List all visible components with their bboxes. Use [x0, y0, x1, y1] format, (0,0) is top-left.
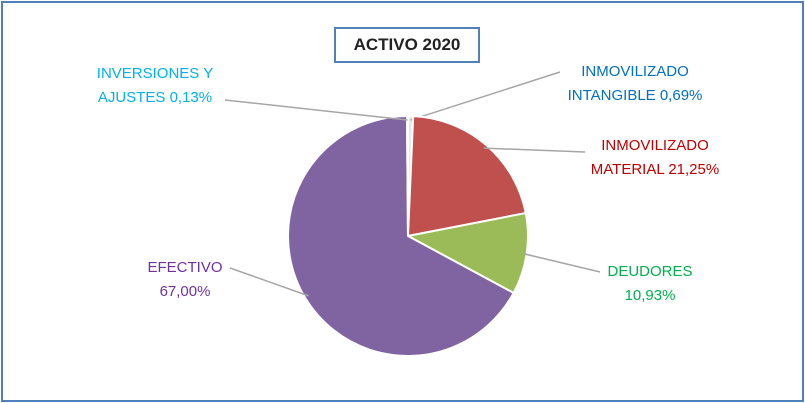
category-label: DEUDORES [607, 263, 693, 280]
pie-slice [287, 114, 515, 357]
leader-line [483, 147, 586, 153]
category-label: EFECTIVO [147, 259, 223, 276]
leader-line [410, 71, 561, 121]
slice-label: DEUDORES 10,93% [590, 260, 710, 308]
value-label: 0,69% [659, 87, 703, 104]
category-label: INVERSIONES Y AJUSTES [96, 65, 214, 106]
slice-label: INMOVILIZADO INTANGIBLE 0,69% [565, 60, 705, 108]
value-label: 21,25% [668, 161, 720, 178]
slice-label: INVERSIONES Y AJUSTES 0,13% [70, 62, 240, 110]
value-label: 0,13% [169, 89, 213, 106]
pie-slice [406, 115, 527, 238]
value-label: 10,93% [624, 287, 676, 304]
value-label: 67,00% [159, 283, 211, 300]
leader-line [229, 267, 309, 297]
leader-line [522, 252, 601, 273]
pie-slice [406, 114, 409, 237]
category-label: INMOVILIZADO INTANGIBLE [567, 63, 689, 104]
leader-line [224, 99, 408, 121]
slice-label: INMOVILIZADO MATERIAL 21,25% [580, 134, 730, 182]
slice-label: EFECTIVO 67,00% [125, 256, 245, 304]
chart-title: ACTIVO 2020 [334, 27, 480, 63]
category-label: INMOVILIZADO MATERIAL [590, 137, 709, 178]
